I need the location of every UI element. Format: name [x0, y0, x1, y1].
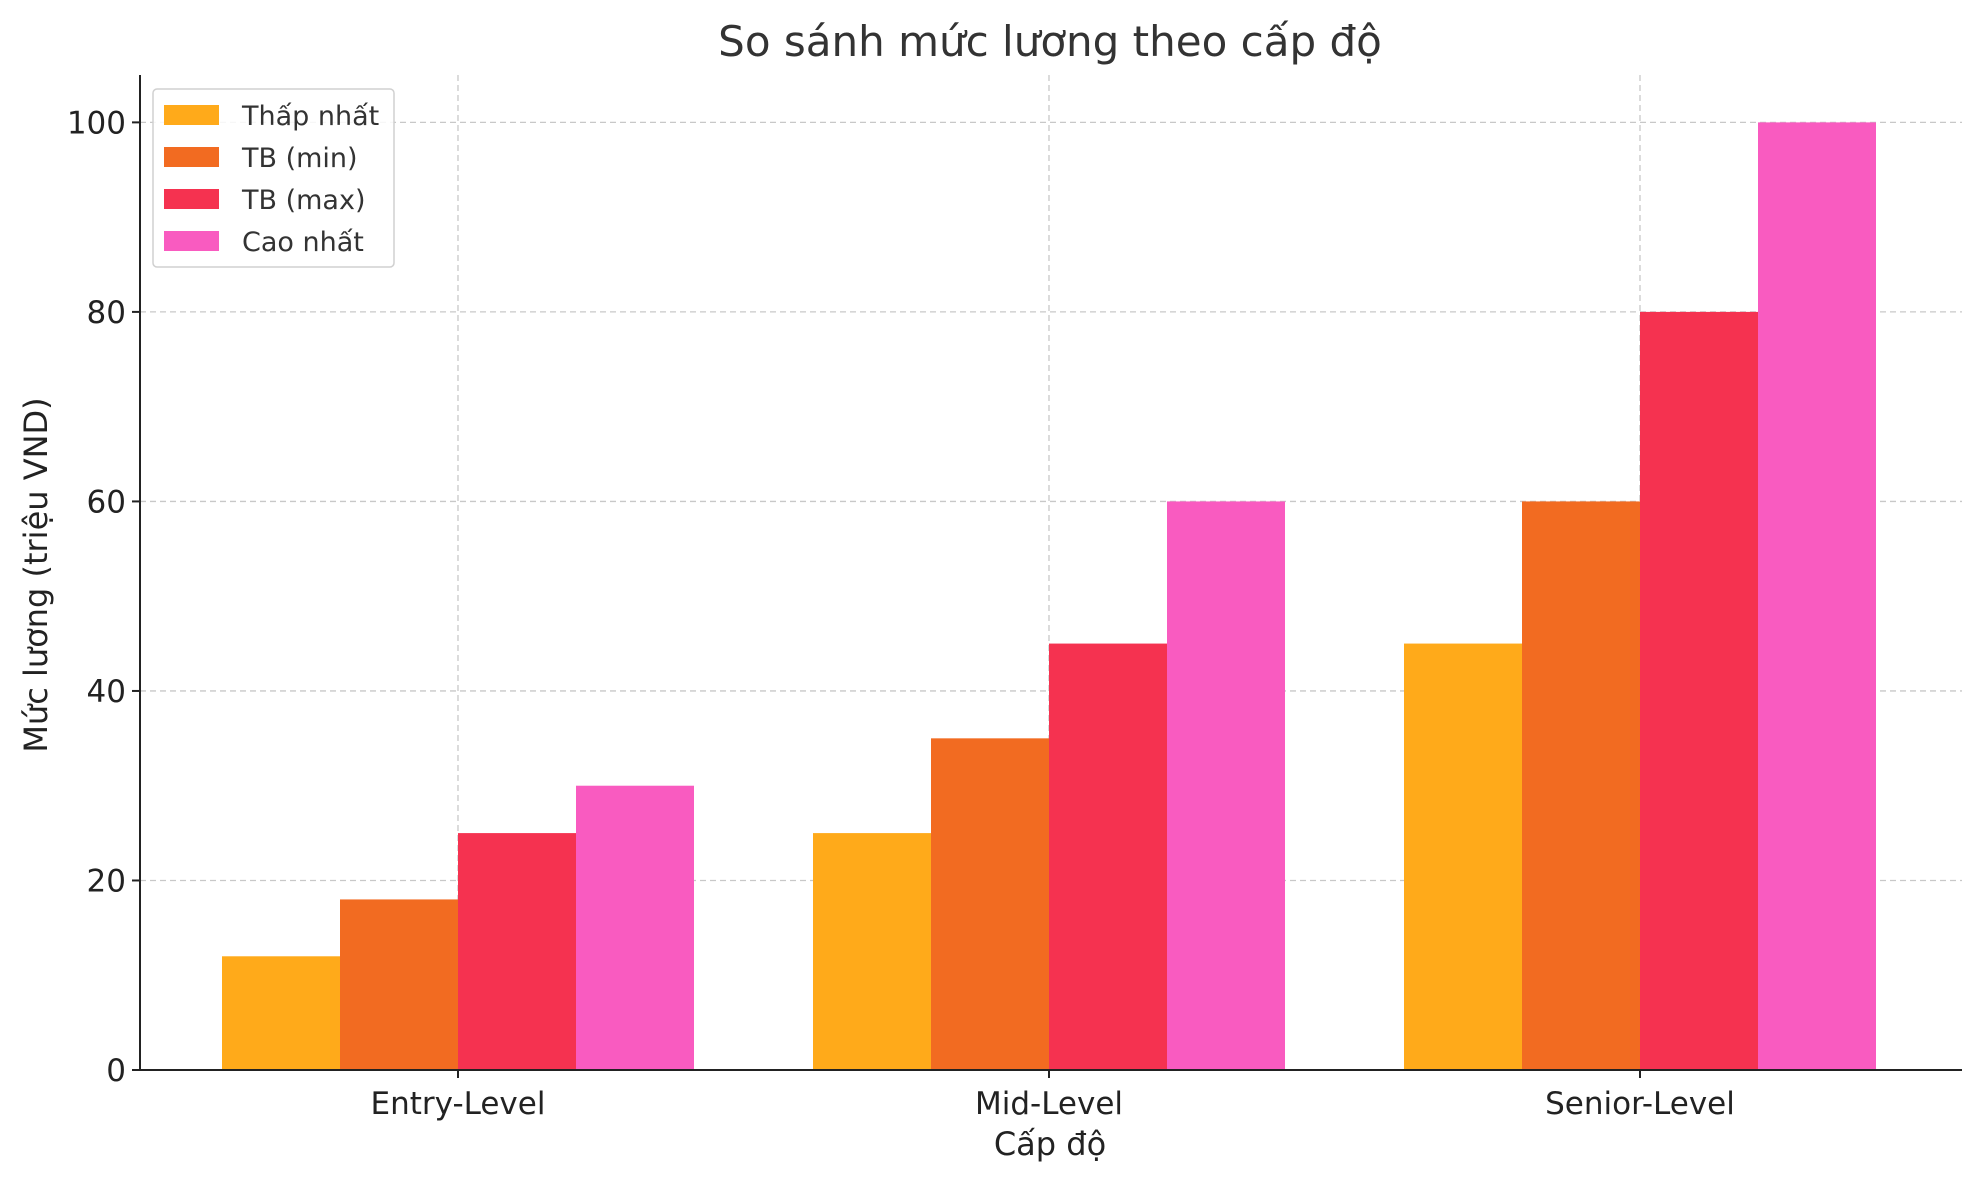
- x-tick-label: Entry-Level: [371, 1086, 546, 1122]
- legend-swatch: [164, 189, 219, 209]
- x-axis-label: Cấp độ: [994, 1125, 1106, 1163]
- legend-label: Cao nhất: [242, 227, 364, 258]
- y-axis-label: Mức lương (triệu VND): [17, 397, 55, 752]
- bar-1-3: [1404, 643, 1522, 1070]
- axes: [132, 75, 1962, 1078]
- legend-box: [152, 88, 395, 268]
- legend-label: Thấp nhất: [241, 101, 379, 132]
- bar-3-1: [458, 833, 576, 1070]
- x-tick-label: Mid-Level: [975, 1086, 1123, 1122]
- legend-label: TB (max): [241, 185, 366, 216]
- legend: Thấp nhất TB (min) TB (max) Cao nhất: [152, 88, 395, 268]
- bar-2-2: [931, 738, 1049, 1070]
- bar-1-1: [222, 956, 340, 1070]
- y-tick-label: 80: [87, 295, 126, 331]
- legend-label: TB (min): [241, 143, 358, 174]
- bar-3-2: [1049, 643, 1167, 1070]
- y-tick-label: 20: [87, 863, 126, 899]
- bars: [222, 122, 1876, 1070]
- bar-1-2: [813, 833, 931, 1070]
- chart-title: So sánh mức lương theo cấp độ: [718, 17, 1382, 66]
- x-tick-label: Senior-Level: [1545, 1086, 1735, 1122]
- y-tick-label: 0: [106, 1053, 126, 1089]
- bar-2-3: [1522, 501, 1640, 1070]
- legend-swatch: [164, 105, 219, 125]
- bar-2-1: [340, 899, 458, 1070]
- y-tick-label: 60: [87, 484, 126, 520]
- bar-4-2: [1167, 501, 1285, 1070]
- bar-4-3: [1758, 122, 1876, 1070]
- legend-swatch: [164, 231, 219, 251]
- bar-4-1: [576, 785, 694, 1070]
- legend-swatch: [164, 147, 219, 167]
- bar-3-3: [1640, 311, 1758, 1070]
- y-tick-label: 40: [87, 674, 126, 710]
- y-tick-label: 100: [67, 105, 126, 141]
- tick-labels: 0 20 40 60 80 100 Entry-Level Mid-Level Senior-L…: [67, 105, 1735, 1122]
